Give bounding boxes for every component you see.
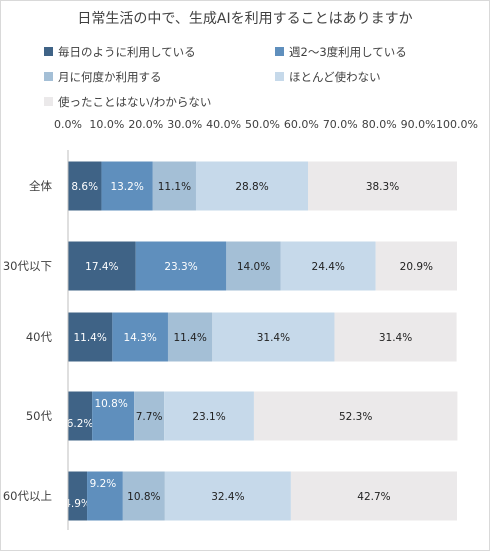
data-label: 31.4%	[257, 332, 290, 344]
legend-swatch	[275, 47, 284, 56]
category-label: 60代以上	[3, 489, 52, 503]
category-label: 全体	[29, 179, 52, 193]
data-label: 23.3%	[164, 261, 197, 273]
x-tick-label: 40.0%	[206, 118, 241, 131]
bar-segment	[167, 312, 213, 362]
data-label: 11.1%	[158, 181, 191, 193]
legend-swatch	[44, 97, 53, 106]
bar-segment	[375, 241, 457, 291]
data-label: 4.9%	[64, 498, 91, 510]
legend-swatch	[44, 72, 53, 81]
data-label: 13.2%	[110, 181, 143, 193]
data-label: 14.0%	[237, 261, 270, 273]
bar-segment	[68, 161, 102, 211]
data-label: 11.4%	[173, 332, 206, 344]
data-label: 23.1%	[192, 411, 225, 423]
data-label: 24.4%	[312, 261, 345, 273]
data-label: 9.2%	[90, 478, 117, 490]
x-tick-label: 60.0%	[284, 118, 319, 131]
bar-segment	[122, 471, 165, 521]
bar-segment	[226, 241, 281, 291]
data-label: 7.7%	[136, 411, 163, 423]
bar-segment	[68, 241, 136, 291]
data-label: 42.7%	[357, 491, 390, 503]
x-axis: 0.0% 10.0% 20.0% 30.0% 40.0% 50.0% 60.0% 70.0% 8…	[54, 118, 478, 131]
bar-segment	[101, 161, 153, 211]
plot-area: 8.6% 13.2% 11.1% 28.8% 38.3% 17.4% 23.3% 14.0% 2…	[64, 161, 458, 521]
y-axis: 全体 30代以下 40代 50代 60代以上	[3, 150, 69, 530]
data-label: 10.8%	[127, 491, 160, 503]
bar-segment	[68, 312, 113, 362]
category-label: 50代	[26, 409, 53, 423]
bar-segment	[308, 161, 457, 211]
bar-segment	[152, 161, 196, 211]
data-label: 31.4%	[379, 332, 412, 344]
legend-swatch	[275, 72, 284, 81]
bar-segment	[195, 161, 309, 211]
data-label: 17.4%	[85, 261, 118, 273]
x-tick-label: 70.0%	[323, 118, 358, 131]
bar-segment	[280, 241, 376, 291]
data-label: 38.3%	[366, 181, 399, 193]
legend-swatch	[44, 47, 53, 56]
x-tick-label: 20.0%	[128, 118, 163, 131]
data-label: 20.9%	[400, 261, 433, 273]
bar-segment	[212, 312, 335, 362]
bar-segment	[135, 241, 227, 291]
bar-segment	[112, 312, 168, 362]
x-tick-label: 50.0%	[245, 118, 280, 131]
x-tick-label: 10.0%	[89, 118, 124, 131]
x-tick-label: 0.0%	[54, 118, 82, 131]
x-tick-label: 30.0%	[167, 118, 202, 131]
x-tick-label: 100.0%	[436, 118, 478, 131]
legend-label: ほとんど使わない	[289, 70, 381, 84]
chart-title: 日常生活の中で、生成AIを利用することはありますか	[77, 11, 412, 27]
data-label: 28.8%	[235, 181, 268, 193]
category-label: 30代以下	[3, 259, 52, 273]
bar-segment	[134, 391, 165, 441]
category-label: 40代	[26, 330, 53, 344]
bar-segment	[92, 391, 135, 441]
legend-label: 毎日のように利用している	[58, 45, 196, 59]
bar-segment	[68, 391, 93, 441]
legend-label: 月に何度か利用する	[58, 70, 162, 84]
bar-segment	[87, 471, 123, 521]
legend-label: 使ったことはない/わからない	[58, 95, 211, 109]
bar-segment	[164, 391, 254, 441]
bar-segment	[334, 312, 457, 362]
data-label: 10.8%	[94, 398, 127, 410]
data-label: 6.2%	[67, 418, 94, 430]
bar-segment	[68, 471, 88, 521]
bar-segment	[290, 471, 457, 521]
data-label: 52.3%	[339, 411, 372, 423]
data-label: 14.3%	[123, 332, 156, 344]
x-tick-label: 80.0%	[362, 118, 397, 131]
legend-label: 週2～3度利用している	[289, 45, 407, 59]
data-label: 11.4%	[73, 332, 106, 344]
data-label: 8.6%	[71, 181, 98, 193]
data-label: 32.4%	[211, 491, 244, 503]
bar-segment	[164, 471, 291, 521]
x-tick-label: 90.0%	[401, 118, 436, 131]
bar-segment	[253, 391, 458, 441]
